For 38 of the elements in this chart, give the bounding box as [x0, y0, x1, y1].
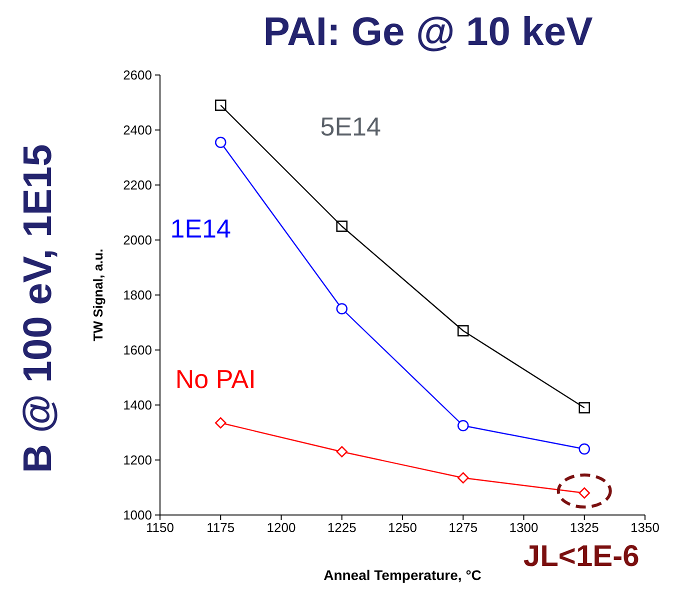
point [336, 220, 348, 232]
point [214, 136, 226, 148]
point [578, 487, 590, 499]
series-label: 5E14 [320, 111, 381, 142]
series-label: 1E14 [170, 213, 231, 244]
y-tick-label: 1000 [123, 508, 152, 523]
y-tick-label: 2200 [123, 178, 152, 193]
y-axis-title: TW Signal, a.u. [90, 248, 106, 342]
y-tick-label: 1400 [123, 398, 152, 413]
y-tick-label: 2000 [123, 232, 152, 248]
x-tick-label: 1150 [146, 520, 174, 536]
x-tick-label: 1225 [327, 520, 356, 536]
point [336, 303, 348, 314]
x-tick-label: 1275 [448, 520, 478, 536]
y-tick-label: 1600 [123, 342, 152, 358]
point [336, 446, 348, 458]
point [457, 325, 469, 336]
text: B @ 100 eV, 1E15 [16, 144, 60, 472]
x-tick-label: 1250 [388, 520, 417, 536]
x-tick-label: 1175 [206, 520, 235, 536]
series-label: No PAI [175, 364, 256, 394]
point [457, 420, 469, 432]
y-tick-label: 2600 [123, 68, 152, 83]
point [457, 472, 469, 484]
y-tick-label: 1200 [123, 452, 152, 468]
point [214, 100, 226, 111]
x-tick-label: 1200 [266, 520, 296, 536]
annotation: JL<1E-6 [523, 540, 640, 573]
chart-title: PAI: Ge @ 10 keV [262, 10, 594, 55]
x-tick-label: 1350 [630, 520, 660, 536]
x-axis-title: Anneal Temperature, °C [324, 567, 482, 583]
point [578, 402, 590, 414]
y-tick-label: 1800 [123, 288, 152, 303]
point [214, 417, 226, 429]
x-tick-label: 1325 [570, 520, 599, 536]
y-tick-label: 2400 [123, 122, 152, 138]
x-tick-label: 1300 [509, 520, 538, 536]
point [578, 443, 590, 455]
